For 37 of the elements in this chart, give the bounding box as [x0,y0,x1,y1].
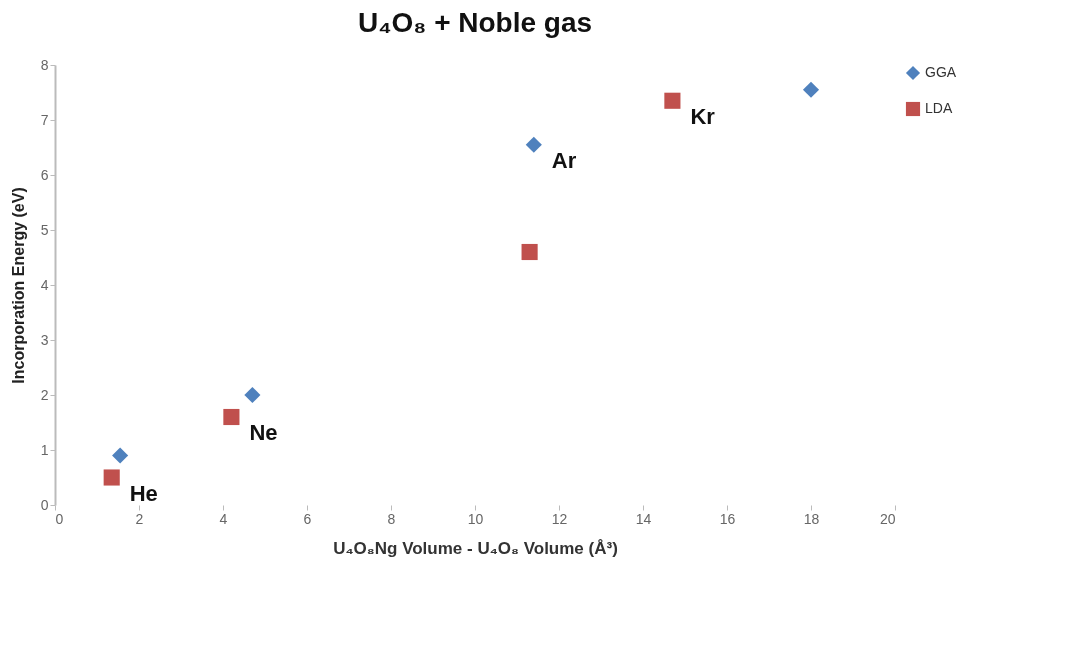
annotation: He [129,480,158,506]
y-tick-label: 7 [40,111,49,128]
point [525,136,542,153]
x-tick-label: 0 [55,510,64,527]
point [103,469,120,486]
point [223,408,240,426]
annotation: Ne [249,420,278,445]
legend-label: LDA [925,100,953,116]
x-tick-label: 14 [635,510,652,527]
x-tick-label: 4 [219,510,228,527]
y-tick-label: 6 [40,166,49,183]
x-tick-label: 12 [551,510,568,527]
x-tick-label: 18 [803,510,820,527]
x-tick-label: 6 [303,510,312,527]
y-tick-label: 5 [40,221,49,238]
x-axis-title: U₄O₈Ng Volume - U₄O₈ Volume (Å³) [333,538,618,558]
y-tick-label: 2 [40,386,49,403]
point [244,386,261,404]
x-tick-label: 2 [135,510,144,527]
point [802,81,820,98]
y-tick-label: 0 [40,496,49,513]
point [664,92,681,109]
chart-title: U₄O₈ + Noble gas [357,7,593,38]
y-tick-label: 1 [40,441,49,458]
annotation: Kr [690,103,716,129]
x-tick-label: 10 [467,510,484,527]
point [112,447,129,464]
legend-label: GGA [925,64,957,80]
annotation: Ar [551,147,577,173]
y-tick-label: 4 [40,276,49,293]
y-tick-label: 3 [40,331,49,348]
point [521,243,538,261]
x-tick-label: 16 [719,510,736,527]
x-tick-label: 8 [387,510,396,527]
x-tick-label: 20 [879,510,896,527]
y-tick-label: 8 [40,56,49,73]
y-axis-title: Incorporation Energy (eV) [9,187,27,384]
